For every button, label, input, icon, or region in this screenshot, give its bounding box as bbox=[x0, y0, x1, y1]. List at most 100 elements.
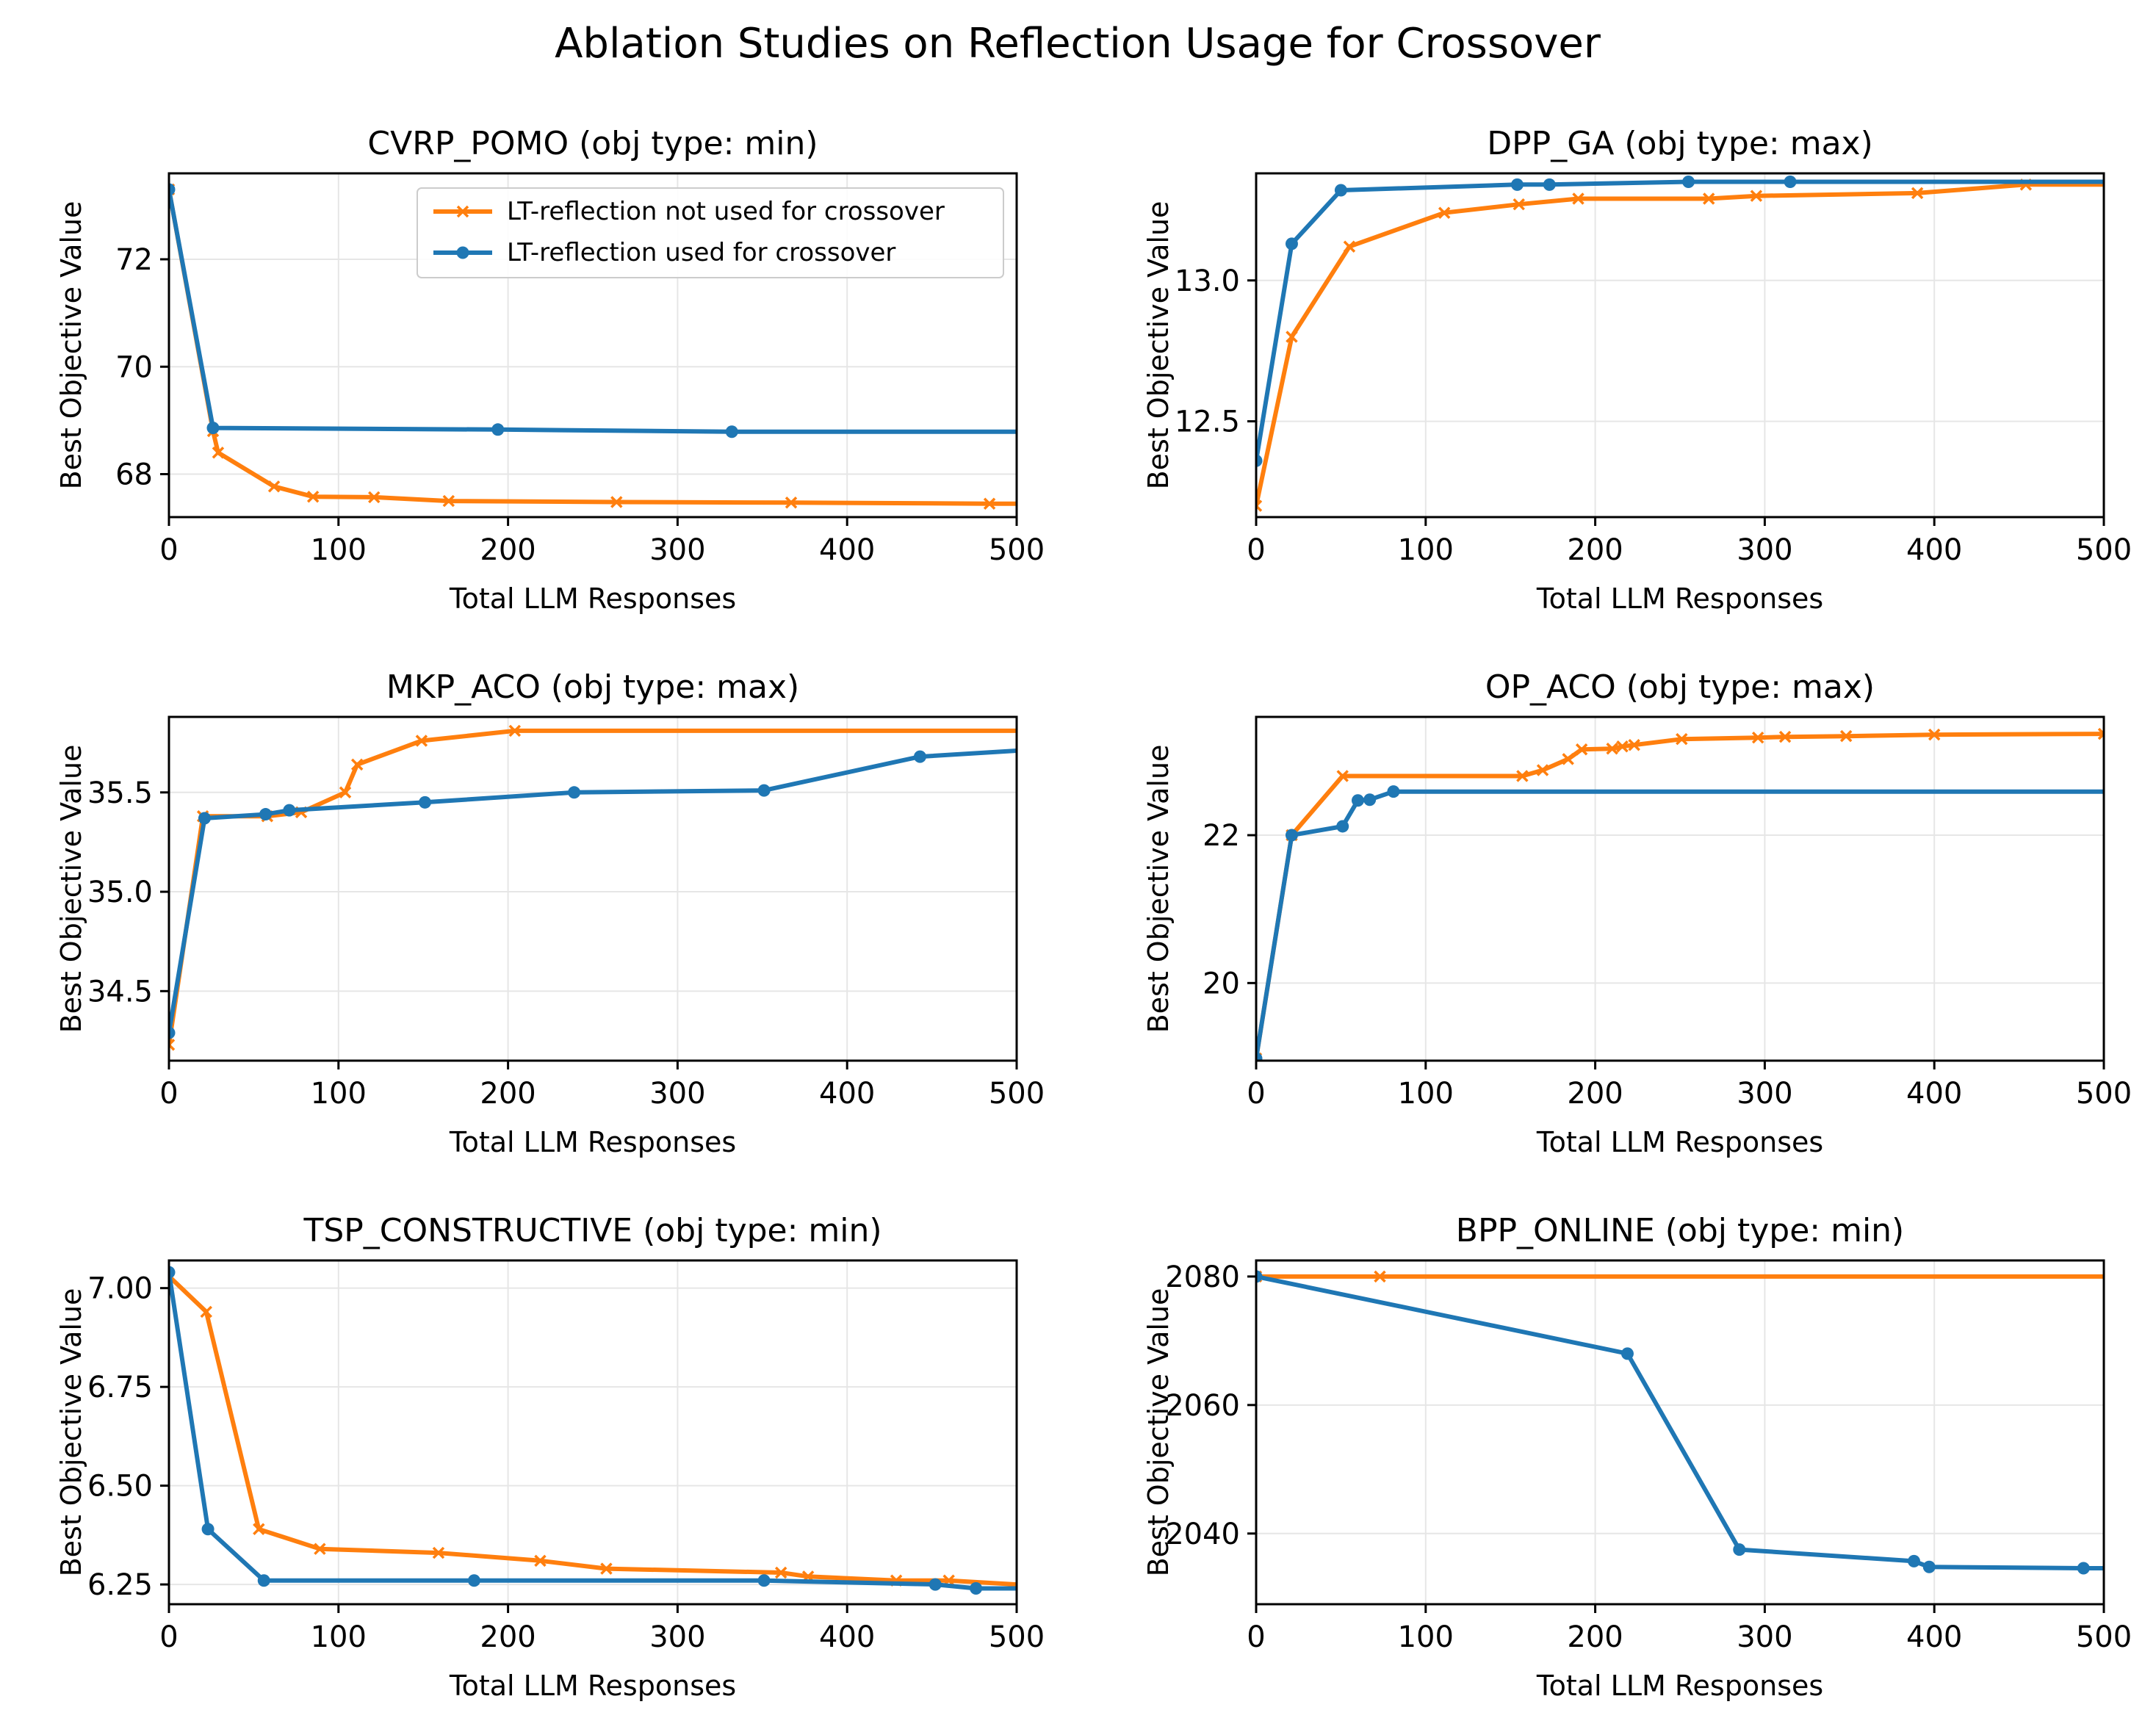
data-point-used bbox=[568, 786, 581, 799]
data-point-not-used bbox=[1676, 732, 1688, 746]
x-tick-label: 200 bbox=[1567, 533, 1623, 567]
data-point-not-used bbox=[442, 494, 455, 508]
chart-panel-1: 0 100 200 300 400 500 68 70 72 CVRP_POMO (obj typ… bbox=[55, 125, 1045, 615]
data-point-not-used bbox=[1911, 187, 1924, 200]
data-point-used bbox=[419, 795, 432, 809]
x-axis-label: Total LLM Responses bbox=[449, 1670, 736, 1702]
data-point-not-used bbox=[1343, 240, 1356, 253]
data-point-not-used bbox=[1750, 190, 1763, 202]
y-tick-label: 2040 bbox=[1165, 1518, 1240, 1551]
data-point-not-used bbox=[267, 480, 281, 493]
data-point-not-used bbox=[1516, 770, 1529, 782]
data-point-not-used bbox=[1628, 739, 1640, 751]
x-tick-label: 100 bbox=[311, 1077, 367, 1111]
data-point-used bbox=[257, 1574, 270, 1587]
chart-panel-3: 0 100 200 300 400 500 34.5 35.0 35.5 MKP_ACO (obj… bbox=[55, 668, 1045, 1158]
data-point-used bbox=[1334, 184, 1347, 197]
x-axis-label: Total LLM Responses bbox=[1536, 1126, 1823, 1158]
x-tick-label: 200 bbox=[1567, 1077, 1623, 1111]
data-point-not-used bbox=[1572, 192, 1584, 205]
y-axis-label: Best Objective Value bbox=[55, 1288, 87, 1577]
data-point-not-used bbox=[1839, 729, 1853, 743]
x-tick-label: 500 bbox=[2076, 1620, 2132, 1654]
data-point-used bbox=[2077, 1562, 2090, 1575]
data-point-used bbox=[1256, 1270, 1263, 1283]
x-tick-label: 0 bbox=[1247, 1620, 1265, 1654]
panel-title: CVRP_POMO (obj type: min) bbox=[367, 125, 818, 162]
data-point-used bbox=[1510, 178, 1524, 191]
panel-title: DPP_GA (obj type: max) bbox=[1487, 125, 1873, 162]
data-point-used bbox=[1922, 1560, 1936, 1573]
data-point-used bbox=[1682, 176, 1695, 189]
y-axis-label: Best Objective Value bbox=[1142, 1288, 1175, 1577]
data-point-not-used bbox=[508, 724, 522, 737]
data-point-used bbox=[929, 1578, 942, 1591]
x-tick-label: 300 bbox=[1737, 533, 1792, 567]
data-point-used bbox=[201, 1523, 214, 1536]
chart-panel-6: 0 100 200 300 400 500 2040 2060 2080 BPP_ONLINE (… bbox=[1142, 1212, 2132, 1702]
x-tick-label: 400 bbox=[819, 1077, 875, 1111]
data-point-not-used bbox=[1778, 730, 1792, 743]
x-tick-label: 500 bbox=[989, 1077, 1045, 1111]
axes-frame bbox=[167, 172, 1018, 519]
x-tick-label: 200 bbox=[1567, 1620, 1623, 1654]
figure-title: Ablation Studies on Reflection Usage for… bbox=[555, 20, 1601, 68]
x-tick-label: 500 bbox=[2076, 533, 2132, 567]
panel-title: OP_ACO (obj type: max) bbox=[1485, 668, 1875, 706]
data-point-not-used bbox=[1536, 764, 1549, 776]
data-point-not-used bbox=[1286, 331, 1298, 343]
y-tick-label: 6.50 bbox=[87, 1470, 153, 1504]
y-tick-label: 72 bbox=[115, 243, 153, 277]
panel-title: MKP_ACO (obj type: max) bbox=[386, 668, 799, 706]
data-point-not-used bbox=[534, 1554, 547, 1567]
legend: LT-reflection not used for crossover LT-r… bbox=[417, 187, 1004, 278]
y-tick-label: 22 bbox=[1203, 819, 1240, 853]
x-tick-label: 300 bbox=[649, 533, 705, 567]
x-axis-label: Total LLM Responses bbox=[449, 582, 736, 615]
x-tick-label: 0 bbox=[159, 533, 178, 567]
data-point-not-used bbox=[1438, 206, 1451, 219]
data-point-used bbox=[1908, 1554, 1921, 1567]
x-tick-label: 500 bbox=[989, 1620, 1045, 1654]
data-point-used bbox=[1336, 820, 1349, 833]
data-point-not-used bbox=[253, 1523, 265, 1536]
data-point-used bbox=[725, 425, 738, 439]
data-point-used bbox=[970, 1581, 983, 1595]
data-point-not-used bbox=[1336, 770, 1349, 782]
axes-frame bbox=[167, 715, 1018, 1062]
series-line-used bbox=[169, 1269, 1017, 1591]
data-point-not-used bbox=[306, 490, 320, 503]
x-tick-label: 100 bbox=[311, 1620, 367, 1654]
x-tick-label: 0 bbox=[159, 1077, 178, 1111]
axes-frame bbox=[1255, 172, 2105, 519]
data-point-not-used bbox=[1513, 198, 1525, 211]
x-tick-label: 200 bbox=[480, 1620, 536, 1654]
data-point-not-used bbox=[2097, 727, 2104, 740]
data-point-used bbox=[1363, 793, 1377, 807]
x-axis-label: Total LLM Responses bbox=[1536, 1670, 1823, 1702]
data-point-not-used bbox=[200, 1305, 213, 1318]
x-tick-label: 400 bbox=[1906, 1077, 1962, 1111]
chart-panel-5: 0 100 200 300 400 500 6.25 6.50 6.75 7.00 TSP_CONS… bbox=[55, 1212, 1045, 1702]
data-point-not-used bbox=[774, 1566, 787, 1579]
x-tick-label: 400 bbox=[1906, 1620, 1962, 1654]
x-tick-label: 300 bbox=[1737, 1620, 1792, 1654]
data-point-not-used bbox=[314, 1543, 326, 1555]
axes-frame bbox=[167, 1259, 1018, 1606]
y-tick-label: 2060 bbox=[1165, 1389, 1240, 1423]
data-point-not-used bbox=[785, 497, 798, 509]
legend-label: LT-reflection used for crossover bbox=[507, 238, 895, 267]
data-point-used bbox=[757, 784, 771, 797]
data-point-used bbox=[1387, 785, 1400, 798]
data-point-used bbox=[1256, 1052, 1263, 1061]
data-point-not-used bbox=[432, 1546, 445, 1559]
series-group bbox=[169, 183, 1017, 510]
y-tick-label: 7.00 bbox=[87, 1272, 153, 1306]
data-point-used bbox=[1285, 829, 1298, 842]
x-tick-label: 0 bbox=[1247, 533, 1265, 567]
legend-label: LT-reflection not used for crossover bbox=[507, 197, 945, 226]
y-tick-label: 34.5 bbox=[87, 975, 153, 1009]
data-point-used bbox=[259, 808, 273, 821]
